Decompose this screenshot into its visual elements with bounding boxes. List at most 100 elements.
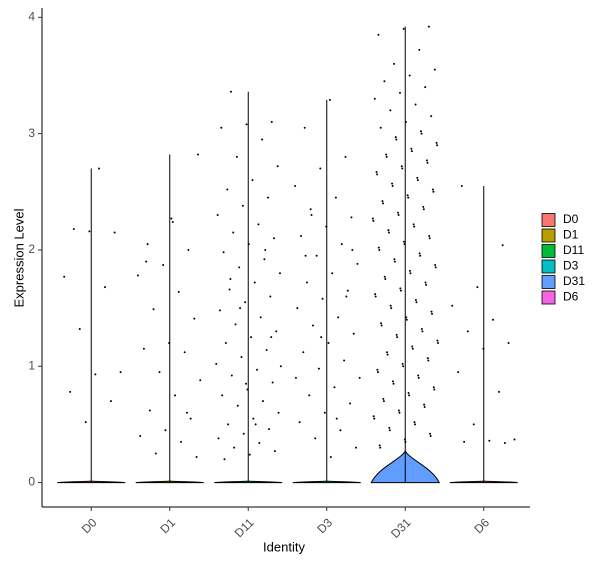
point bbox=[420, 132, 423, 135]
point bbox=[383, 80, 386, 83]
point bbox=[246, 388, 249, 391]
point bbox=[261, 400, 264, 403]
point bbox=[497, 390, 500, 393]
point bbox=[358, 376, 361, 379]
point bbox=[387, 229, 390, 232]
point bbox=[258, 442, 261, 445]
point bbox=[372, 219, 375, 222]
point bbox=[321, 297, 324, 300]
point bbox=[239, 307, 242, 310]
point bbox=[222, 251, 225, 254]
point bbox=[171, 221, 174, 224]
point bbox=[233, 446, 236, 449]
y-tick-label: 0 bbox=[28, 475, 35, 489]
point bbox=[414, 298, 417, 301]
point bbox=[69, 390, 72, 393]
point bbox=[334, 196, 337, 199]
legend-label: D11 bbox=[563, 243, 584, 257]
point bbox=[354, 446, 357, 449]
point bbox=[406, 194, 409, 197]
point bbox=[185, 411, 188, 414]
point bbox=[136, 274, 139, 277]
legend-label: D6 bbox=[563, 290, 579, 304]
point bbox=[416, 176, 419, 179]
point bbox=[417, 374, 420, 377]
point bbox=[248, 453, 251, 456]
point bbox=[216, 214, 219, 217]
legend-label: D0 bbox=[563, 212, 579, 226]
point bbox=[371, 217, 374, 220]
point bbox=[238, 266, 241, 269]
point bbox=[403, 243, 406, 246]
point bbox=[229, 278, 232, 281]
y-tick-label: 4 bbox=[28, 9, 35, 23]
point bbox=[413, 225, 416, 228]
point bbox=[387, 231, 390, 234]
point bbox=[431, 312, 434, 315]
point bbox=[195, 455, 198, 458]
point bbox=[397, 409, 400, 412]
point bbox=[398, 411, 401, 414]
point bbox=[420, 328, 423, 331]
point bbox=[401, 362, 404, 365]
point bbox=[415, 301, 418, 304]
point bbox=[382, 397, 385, 400]
point bbox=[380, 324, 383, 327]
point bbox=[395, 138, 398, 141]
point bbox=[376, 371, 379, 374]
point bbox=[319, 167, 322, 170]
point bbox=[407, 392, 410, 395]
point bbox=[329, 455, 332, 458]
point bbox=[378, 444, 381, 447]
point bbox=[162, 264, 165, 267]
point bbox=[404, 120, 407, 123]
point bbox=[429, 432, 432, 435]
y-tick-label: 3 bbox=[28, 126, 35, 140]
legend-key bbox=[541, 275, 556, 289]
point bbox=[377, 33, 380, 36]
point bbox=[397, 211, 400, 214]
point bbox=[273, 237, 276, 240]
point bbox=[431, 188, 434, 191]
point bbox=[252, 417, 255, 420]
point bbox=[259, 316, 262, 319]
x-tick-label: D0 bbox=[79, 515, 100, 536]
point bbox=[309, 208, 312, 211]
point bbox=[217, 437, 220, 440]
point bbox=[392, 382, 395, 385]
point bbox=[433, 68, 436, 71]
point bbox=[232, 231, 235, 234]
point bbox=[426, 357, 429, 360]
x-tick-label: D31 bbox=[388, 515, 414, 541]
point bbox=[383, 275, 386, 278]
point bbox=[419, 254, 422, 257]
point bbox=[346, 289, 349, 292]
point bbox=[424, 281, 427, 284]
point bbox=[430, 115, 433, 118]
point bbox=[413, 421, 416, 424]
point bbox=[254, 423, 257, 426]
point bbox=[388, 429, 391, 432]
point bbox=[378, 248, 381, 251]
point bbox=[349, 402, 352, 405]
point bbox=[218, 309, 221, 312]
point bbox=[317, 367, 320, 370]
point bbox=[271, 381, 274, 384]
point bbox=[416, 179, 419, 182]
point bbox=[396, 336, 399, 339]
point bbox=[351, 248, 354, 251]
point bbox=[394, 136, 397, 139]
point bbox=[328, 98, 331, 101]
x-axis-title: Identity bbox=[263, 539, 305, 554]
point bbox=[401, 167, 404, 170]
point bbox=[247, 243, 250, 246]
point bbox=[78, 328, 81, 331]
point bbox=[294, 184, 297, 187]
point bbox=[197, 153, 200, 156]
point bbox=[380, 322, 383, 325]
point bbox=[145, 260, 148, 263]
point bbox=[436, 339, 439, 342]
point bbox=[298, 421, 301, 424]
point bbox=[382, 400, 385, 403]
